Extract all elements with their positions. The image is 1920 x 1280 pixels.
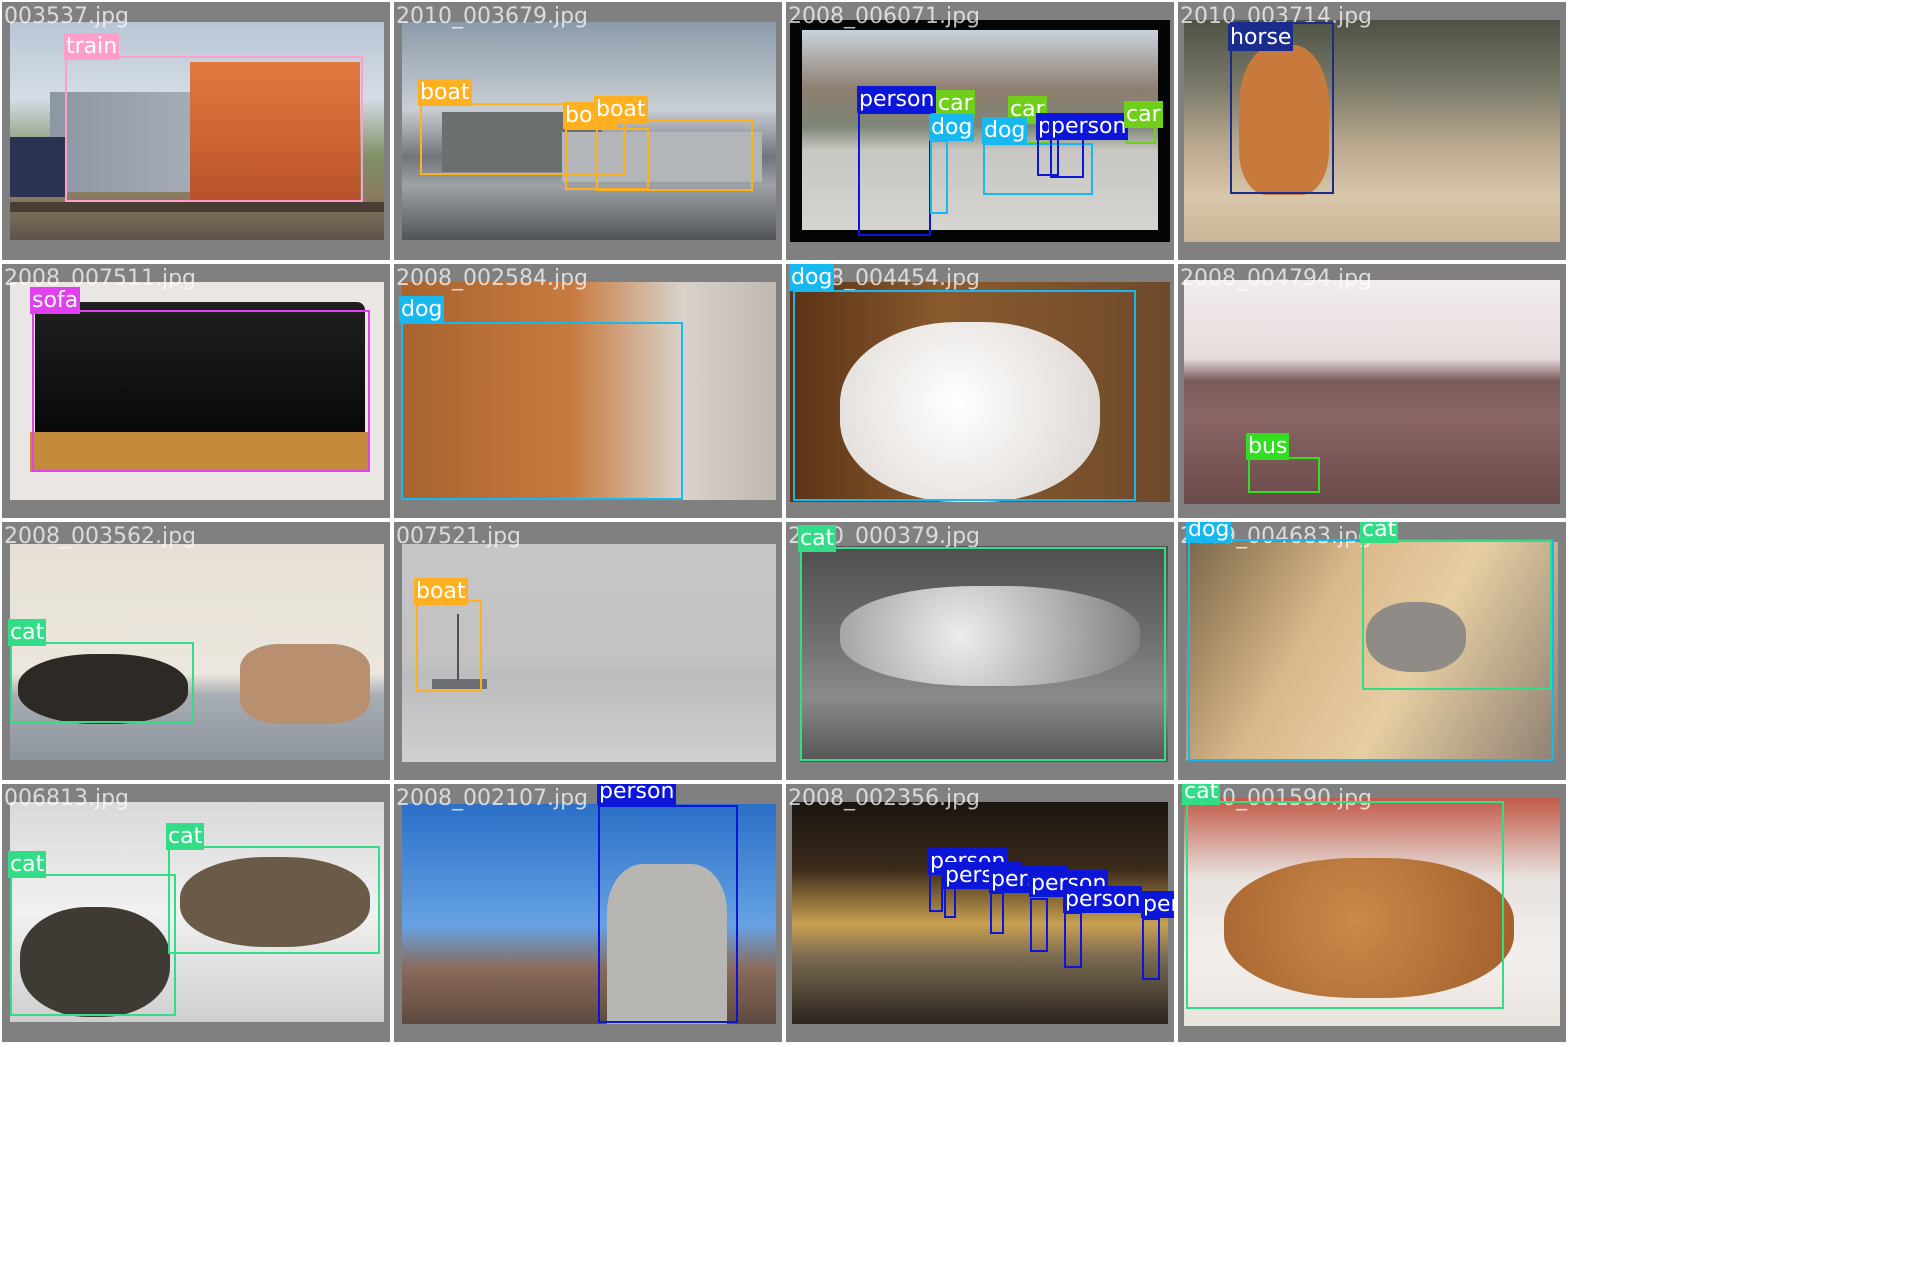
bbox-label-cat: cat <box>1360 522 1399 543</box>
photo-park-scene <box>790 20 1170 242</box>
image-tile: 2009_004683.jpg dog cat <box>1178 522 1566 780</box>
image-tile: 2008_003562.jpg cat <box>2 522 390 780</box>
photo-grayscale-cat <box>800 546 1168 762</box>
bbox-label-dog: dog <box>929 114 975 141</box>
bbox-label-bus: bus <box>1246 433 1290 460</box>
bbox-label-cat: cat <box>798 525 837 552</box>
bbox-boat <box>596 120 753 191</box>
bbox-label-dog: dog <box>399 296 445 323</box>
bbox-label-dog: dog <box>982 117 1028 144</box>
photo-cat-couch <box>10 544 384 760</box>
bbox-cat <box>10 874 176 1016</box>
bbox-boat <box>420 103 625 175</box>
photo-orange-cat <box>1184 798 1560 1026</box>
bbox-label-person: person <box>1063 886 1143 913</box>
bbox-person <box>1030 898 1048 952</box>
bbox-dog <box>930 140 948 214</box>
image-tile: 2010_000379.jpg cat <box>786 522 1174 780</box>
bbox-person <box>598 805 738 1023</box>
bbox-person <box>858 112 931 236</box>
image-tile: 2008_007511.jpg sofa <box>2 264 390 518</box>
bbox-person <box>1142 918 1160 980</box>
bbox-dog <box>793 290 1136 501</box>
bbox-cat <box>168 846 380 954</box>
photo-sofa-scene <box>10 282 384 500</box>
image-tile: 2010_001590.jpg cat <box>1178 784 1566 1042</box>
bbox-cat <box>1186 801 1504 1009</box>
bbox-label-sofa: sofa <box>30 287 81 314</box>
bbox-horse <box>1230 22 1334 194</box>
photo-man-outdoors <box>402 804 776 1024</box>
bbox-label-horse: horse <box>1228 24 1294 51</box>
bbox-label-person: person <box>1141 891 1174 918</box>
bbox-label-boat: boat <box>414 578 468 605</box>
image-tile: 2008_002356.jpg person person person per… <box>786 784 1174 1042</box>
bbox-label-dog: dog <box>1186 522 1232 543</box>
bbox-cat <box>1362 540 1552 690</box>
image-tile: 2008_004794.jpg bus <box>1178 264 1566 518</box>
photo-station-night <box>792 802 1168 1024</box>
bbox-person <box>990 892 1004 934</box>
bbox-person <box>1064 912 1082 968</box>
image-tile: 2008_006071.jpg person car dog car dog p… <box>786 2 1174 260</box>
bbox-label-person: person <box>1049 113 1129 140</box>
bbox-label-train: train <box>64 33 120 60</box>
bbox-label-boat: boat <box>594 96 648 123</box>
bbox-label-boat: boat <box>418 79 472 106</box>
photo-golden-dog <box>402 282 776 500</box>
bbox-person <box>929 870 943 912</box>
bbox-boat <box>416 600 482 692</box>
image-tile: 007521.jpg boat <box>394 522 782 780</box>
photo-dog-and-cat <box>1186 542 1558 760</box>
bbox-label-cat: cat <box>166 823 205 850</box>
bbox-label-cat: cat <box>8 851 47 878</box>
photo-horse-scene <box>1184 20 1560 242</box>
bbox-label-cat: cat <box>8 619 47 646</box>
bbox-label-car: car <box>1124 101 1163 128</box>
photo-white-dog <box>790 282 1170 502</box>
photo-bus-landscape <box>1184 280 1560 504</box>
photo-harbor-scene <box>402 22 776 240</box>
bbox-train <box>65 56 363 202</box>
image-tile: 2010_003714.jpg horse <box>1178 2 1566 260</box>
detection-grid: 003537.jpg train 2010_003679.jpg boat bo… <box>2 2 1566 1042</box>
bbox-cat <box>800 547 1166 761</box>
bbox-label-person: person <box>857 86 937 113</box>
bbox-person <box>1050 136 1084 178</box>
bbox-dog <box>401 322 683 500</box>
image-tile: 006813.jpg cat cat <box>2 784 390 1042</box>
image-tile: 003537.jpg train <box>2 2 390 260</box>
bbox-label-car: car <box>936 90 975 117</box>
image-tile: 2008_002107.jpg person <box>394 784 782 1042</box>
bbox-cat <box>10 642 194 723</box>
bbox-label-dog: dog <box>789 264 835 291</box>
photo-train-scene <box>10 22 384 240</box>
image-tile: 2010_003679.jpg boat boat boat <box>394 2 782 260</box>
image-tile: 2008_002584.jpg dog <box>394 264 782 518</box>
bbox-car <box>1126 126 1156 144</box>
bbox-bus <box>1248 457 1320 493</box>
image-tile: 2008_004454.jpg dog <box>786 264 1174 518</box>
bbox-sofa <box>32 310 370 472</box>
bbox-label-cat: cat <box>1182 784 1221 805</box>
bbox-label-person: person <box>597 784 677 805</box>
